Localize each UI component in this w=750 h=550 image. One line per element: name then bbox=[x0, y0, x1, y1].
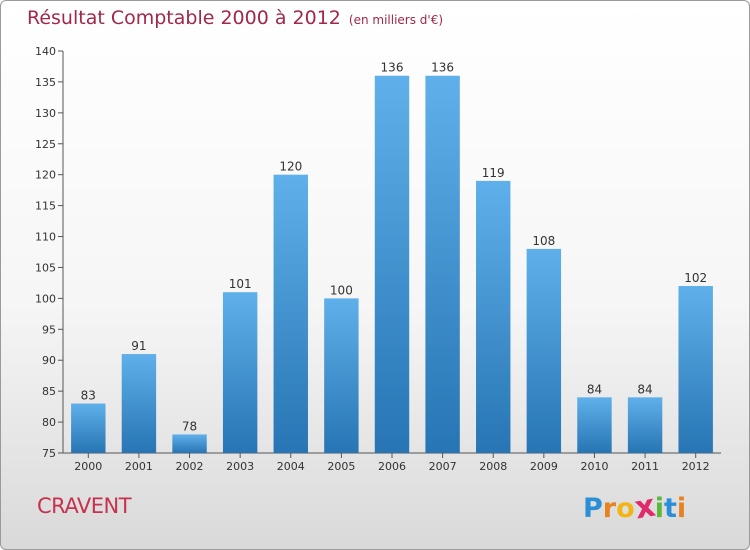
x-tick-label: 2010 bbox=[580, 460, 608, 473]
bar-2011 bbox=[627, 397, 663, 453]
bars bbox=[71, 75, 713, 453]
x-tick-label: 2001 bbox=[125, 460, 153, 473]
x-tick-label: 2002 bbox=[176, 460, 204, 473]
x-tick-label: 2005 bbox=[327, 460, 355, 473]
bar-2005 bbox=[324, 298, 359, 453]
y-tick-label: 140 bbox=[35, 45, 56, 58]
brand-logo-letter: P bbox=[583, 493, 603, 524]
bar-2006 bbox=[374, 75, 410, 453]
brand-logo-letter: t bbox=[663, 493, 677, 524]
bar-value-label: 91 bbox=[131, 339, 146, 353]
y-tick-label: 85 bbox=[42, 385, 56, 398]
y-tick-label: 130 bbox=[35, 107, 56, 120]
x-tick-label: 2008 bbox=[479, 460, 507, 473]
brand-logo-letter: i bbox=[654, 493, 664, 524]
bar-value-label: 120 bbox=[279, 160, 302, 174]
y-tick-label: 95 bbox=[42, 323, 56, 336]
bar-value-label: 84 bbox=[637, 382, 652, 396]
bar-value-label: 100 bbox=[330, 283, 353, 297]
y-tick-label: 115 bbox=[35, 200, 56, 213]
y-tick-label: 110 bbox=[35, 231, 56, 244]
y-tick-label: 125 bbox=[35, 138, 56, 151]
bar-value-label: 83 bbox=[81, 389, 96, 403]
bar-2012 bbox=[678, 286, 713, 453]
x-tick-label: 2009 bbox=[530, 460, 558, 473]
y-axis: 75 80 85 90 95 100 105 110 115 120 125 130 135 140 bbox=[35, 45, 64, 460]
bar-value-label: 101 bbox=[229, 277, 252, 291]
bar-value-label: 102 bbox=[684, 271, 707, 285]
bar-2004 bbox=[273, 174, 308, 453]
city-name: CRAVENT bbox=[37, 494, 132, 518]
bar-labels: 83 91 78 101 120 100 136 136 119 108 84 84 102 bbox=[81, 61, 707, 434]
bar-2002 bbox=[172, 434, 207, 453]
chart-title-main: Résultat Comptable 2000 à 2012 bbox=[27, 7, 341, 29]
y-tick-label: 90 bbox=[42, 354, 56, 367]
bar-2009 bbox=[526, 248, 562, 453]
y-tick-label: 105 bbox=[35, 261, 56, 274]
bar-value-label: 78 bbox=[182, 419, 197, 433]
bar-value-label: 119 bbox=[482, 166, 505, 180]
y-tick-label: 120 bbox=[35, 169, 56, 182]
x-tick-label: 2004 bbox=[277, 460, 305, 473]
brand-logo-letter: r bbox=[602, 493, 617, 524]
bar-value-label: 108 bbox=[532, 234, 555, 248]
bar-2000 bbox=[71, 403, 106, 453]
bar-2007 bbox=[425, 75, 460, 453]
x-tick-label: 2007 bbox=[429, 460, 457, 473]
x-tick-label: 2006 bbox=[378, 460, 406, 473]
chart-title-subtitle: (en milliers d'€) bbox=[348, 13, 444, 27]
bar-value-label: 136 bbox=[431, 61, 454, 75]
bar-2001 bbox=[121, 354, 157, 453]
bar-value-label: 84 bbox=[587, 382, 602, 396]
brand-logo: Proxiti bbox=[583, 488, 687, 527]
bar-2003 bbox=[222, 292, 258, 453]
bar-2010 bbox=[577, 397, 612, 453]
y-tick-label: 80 bbox=[42, 416, 56, 429]
brand-logo-letter: i bbox=[676, 493, 687, 524]
x-tick-label: 2003 bbox=[226, 460, 254, 473]
x-tick-label: 2011 bbox=[631, 460, 659, 473]
bar-value-label: 136 bbox=[381, 61, 404, 75]
y-tick-label: 75 bbox=[42, 447, 56, 460]
x-axis: 2000 2001 2002 2003 2004 2005 2006 2007 2008 2009… bbox=[63, 452, 721, 473]
y-tick-label: 135 bbox=[35, 76, 56, 89]
x-tick-label: 2012 bbox=[682, 460, 710, 473]
y-tick-label: 100 bbox=[35, 292, 56, 305]
bar-2008 bbox=[476, 180, 511, 453]
brand-logo-letter: o bbox=[616, 493, 635, 524]
x-tick-label: 2000 bbox=[74, 460, 102, 473]
chart-title: Résultat Comptable 2000 à 2012 (en millie… bbox=[27, 7, 443, 29]
